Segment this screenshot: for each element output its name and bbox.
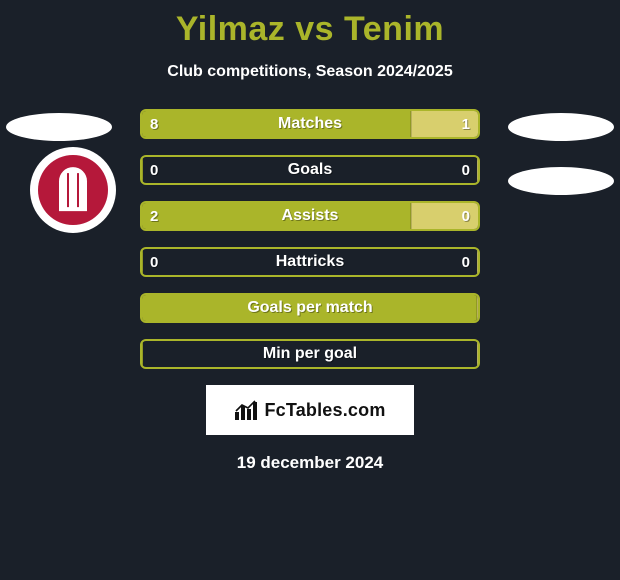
- stat-fill-right: [477, 249, 478, 275]
- stat-fill-left: [142, 295, 477, 321]
- stat-fill-left: [142, 203, 411, 229]
- snapshot-date: 19 december 2024: [0, 453, 620, 473]
- stat-fill-right: [477, 295, 478, 321]
- club-left-badge: [30, 147, 116, 233]
- club-left-badge-inner: [38, 155, 108, 225]
- stat-row: Goals00: [140, 155, 480, 185]
- page-subtitle: Club competitions, Season 2024/2025: [0, 63, 620, 81]
- bar-chart-icon: [234, 400, 258, 420]
- club-right-placeholder-oval: [508, 167, 614, 195]
- stat-row: Goals per match: [140, 293, 480, 323]
- club-left-badge-motif: [59, 167, 87, 211]
- stat-row: Matches81: [140, 109, 480, 139]
- player-left-placeholder-oval: [6, 113, 112, 141]
- comparison-arena: Matches81 Goals00 Assists20 Hattricks00 Goal…: [0, 109, 620, 369]
- stat-row: Assists20: [140, 201, 480, 231]
- stat-row: Min per goal: [140, 339, 480, 369]
- stat-fill-gap: [143, 249, 477, 275]
- stat-fill-gap: [143, 157, 477, 183]
- stat-fill-right: [411, 111, 478, 137]
- stat-fill-left: [142, 111, 411, 137]
- player-right-placeholder-oval: [508, 113, 614, 141]
- stat-row: Hattricks00: [140, 247, 480, 277]
- page-title: Yilmaz vs Tenim: [0, 0, 620, 49]
- stat-fill-gap: [143, 341, 477, 367]
- stat-fill-right: [411, 203, 478, 229]
- brand-text: FcTables.com: [264, 400, 385, 421]
- stat-bars: Matches81 Goals00 Assists20 Hattricks00 Goal…: [140, 109, 480, 369]
- stat-fill-right: [477, 341, 478, 367]
- brand-box: FcTables.com: [206, 385, 414, 435]
- stat-fill-right: [477, 157, 478, 183]
